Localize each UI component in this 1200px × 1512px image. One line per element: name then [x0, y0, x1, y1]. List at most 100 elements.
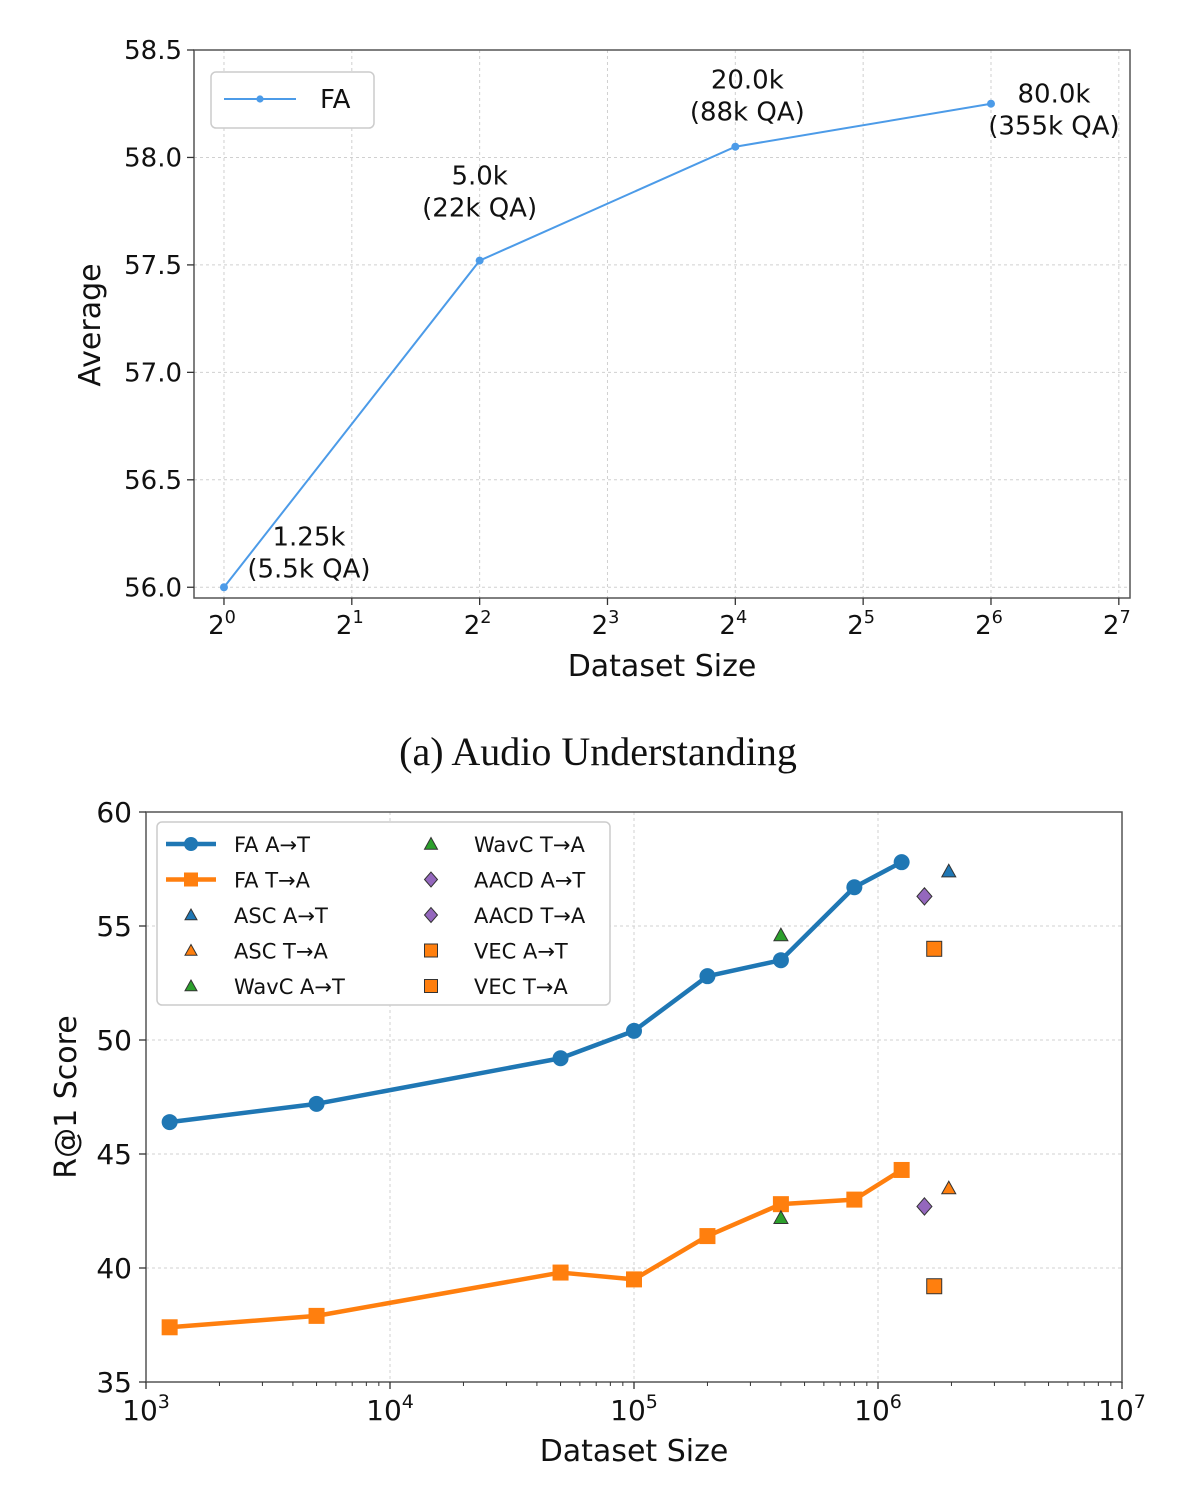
chart-a-x-tick-label: 23 [592, 608, 620, 641]
series-fa-atot-point [552, 1050, 569, 1067]
chart-a-x-ticks: 20 21 22 23 24 25 26 27 [208, 598, 1131, 641]
chart-b-legend-box [156, 821, 611, 1006]
series-fa-atot-point [846, 879, 863, 896]
legend-asc-atot-label: ASC A→T [234, 904, 328, 928]
chart-a-x-tick-label: 25 [847, 608, 875, 641]
legend-aacd-atot-marker [423, 871, 439, 888]
series-fa-ttoa-point [699, 1228, 716, 1245]
chart-a-point-label: (88k QA) [690, 98, 805, 128]
chart-a-data-point [731, 142, 740, 151]
series-fa-atot-point [772, 952, 789, 969]
series-fa-atot-point [308, 1095, 325, 1112]
legend-asc-atot-marker [184, 907, 198, 921]
chart-a-series-line [223, 102, 992, 588]
chart-a-x-tick-label: 22 [464, 608, 492, 641]
chart-b-x-tick-label: 107 [1098, 1391, 1146, 1427]
series-vec-ttoa-point [926, 1278, 943, 1295]
chart-b-y-ticks: 35 40 45 50 55 60 [96, 796, 146, 1399]
chart-a-point-label: (5.5k QA) [247, 554, 370, 584]
legend-fa-atot-label: FA A→T [234, 833, 310, 857]
legend-vec-atot-marker [424, 943, 438, 958]
chart-a-plot-frame [193, 49, 1131, 599]
series-vec-atot-point [926, 940, 943, 957]
chart-a-data-point [219, 583, 228, 592]
legend-fa-ttoa-marker [184, 872, 198, 887]
series-fa-ttoa-point [161, 1319, 178, 1336]
series-fa-ttoa-point [552, 1264, 569, 1281]
series-asc-ttoa-point [940, 1180, 957, 1195]
retrieval-chart: 35 40 45 50 55 60 103 104 105 106 107 FA A→T FA T→… [49, 796, 1146, 1469]
chart-b-y-tick-label: 40 [96, 1252, 132, 1285]
chart-b-y-tick-label: 45 [96, 1138, 132, 1171]
chart-a-legend: FA [210, 71, 375, 129]
legend-wavc-ttoa-marker [423, 836, 439, 850]
chart-a-x-tick-label: 20 [208, 608, 236, 641]
chart-b-series [161, 854, 957, 1336]
legend-vec-ttoa-label: VEC T→A [474, 975, 568, 999]
chart-b-legend: FA A→T FA T→A ASC A→T ASC T→A WavC A→T WavC T… [156, 821, 611, 1006]
legend-asc-ttoa-label: ASC T→A [234, 940, 328, 964]
chart-b-y-tick-label: 35 [96, 1366, 132, 1399]
legend-aacd-ttoa-marker [423, 906, 439, 924]
legend-wavc-atot-marker [184, 978, 198, 992]
legend-wavc-atot-label: WavC A→T [234, 975, 345, 999]
series-asc-atot-point [940, 863, 957, 878]
chart-a-legend-label: FA [320, 85, 351, 115]
chart-a-point-label: (355k QA) [988, 112, 1120, 142]
legend-asc-ttoa-marker [184, 943, 198, 956]
series-fa-ttoa-point [308, 1307, 325, 1324]
chart-b-y-tick-label: 50 [96, 1024, 132, 1057]
series-fa-ttoa-point [846, 1191, 863, 1208]
series-fa-atot-point [893, 854, 910, 871]
chart-a-point-label: 80.0k [1018, 80, 1091, 110]
series-fa-ttoa-point [893, 1161, 910, 1178]
chart-b-x-tick-label: 106 [854, 1391, 902, 1427]
legend-aacd-atot-label: AACD A→T [474, 869, 585, 893]
series-aacd-ttoa-point [916, 1197, 933, 1216]
chart-a-data-point [986, 99, 995, 108]
legend-vec-ttoa-marker [424, 979, 438, 993]
chart-a-y-axis-label: Average [73, 263, 108, 386]
series-wavc-atot-point [773, 927, 789, 942]
chart-a-y-tick-label: 56.0 [124, 573, 182, 603]
series-fa-ttoa-line [169, 1168, 903, 1330]
legend-fa-ttoa-label: FA T→A [234, 869, 311, 893]
legend-vec-atot-label: VEC A→T [474, 940, 568, 964]
chart-b-x-tick-label: 104 [366, 1391, 414, 1427]
chart-a-legend-marker [256, 95, 264, 103]
series-fa-atot-point [626, 1022, 642, 1039]
chart-a-point-labels: 1.25k(5.5k QA) 5.0k(22k QA) 20.0k(88k QA) 8… [247, 66, 1119, 585]
chart-a-point-label: 5.0k [451, 162, 507, 192]
chart-a-data-point [475, 256, 484, 265]
chart-a-point-label: 20.0k [711, 66, 784, 96]
chart-a-y-tick-label: 56.5 [124, 466, 182, 496]
chart-a-y-ticks: 56.0 56.5 57.0 57.5 58.0 58.5 [124, 36, 194, 603]
chart-a-y-tick-label: 58.5 [124, 36, 182, 66]
series-fa-atot-point [699, 968, 716, 985]
chart-b-x-tick-label: 103 [122, 1391, 170, 1427]
chart-a-y-tick-label: 57.0 [124, 358, 182, 388]
chart-a-y-tick-label: 58.0 [124, 143, 182, 173]
chart-b-y-tick-label: 60 [96, 796, 132, 829]
chart-a-x-tick-label: 26 [975, 608, 1003, 641]
chart-a-x-tick-label: 24 [719, 608, 747, 641]
chart-b-y-axis-label: R@1 Score [49, 1015, 84, 1179]
legend-aacd-ttoa-label: AACD T→A [474, 904, 586, 928]
chart-a-point-label: (22k QA) [422, 194, 537, 224]
chart-b-y-tick-label: 55 [96, 910, 132, 943]
audio-understanding-chart: 56.0 56.5 57.0 57.5 58.0 58.5 20 21 22 23 24 25 26 2… [73, 36, 1131, 684]
series-fa-atot-point [161, 1114, 178, 1131]
series-fa-ttoa-point [626, 1271, 642, 1288]
chart-b-x-tick-label: 105 [610, 1391, 658, 1427]
chart-a-point-label: 1.25k [272, 522, 345, 552]
chart-a-series [219, 99, 995, 592]
legend-fa-atot-marker [184, 837, 198, 851]
chart-a-x-tick-label: 21 [336, 608, 364, 641]
series-fa-atot-line [169, 860, 903, 1125]
chart-b-x-ticks: 103 104 105 106 107 [122, 1382, 1146, 1427]
chart-a-y-tick-label: 57.5 [124, 251, 182, 281]
series-fa-ttoa-point [772, 1196, 789, 1213]
chart-a-x-axis-label: Dataset Size [568, 649, 757, 684]
chart-b-x-axis-label: Dataset Size [540, 1434, 729, 1469]
